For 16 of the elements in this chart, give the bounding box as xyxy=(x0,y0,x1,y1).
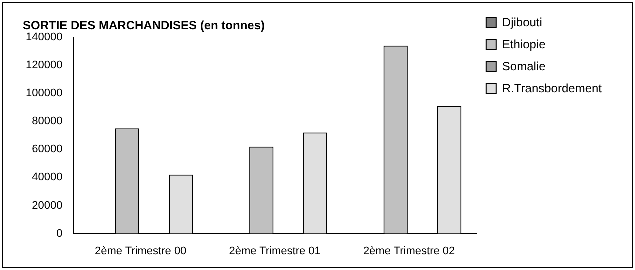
legend-label: Somalie xyxy=(502,59,546,74)
x-tick-label: 2ème Trimestre 01 xyxy=(229,245,321,258)
legend-label: Ethiopie xyxy=(502,37,546,52)
y-tick-label: 120000 xyxy=(26,59,63,72)
x-tick-label: 2ème Trimestre 00 xyxy=(94,245,187,258)
y-tick-label: 0 xyxy=(56,228,63,240)
x-tick-label: 2ème Trimestre 02 xyxy=(363,245,456,258)
legend-label: R.Transbordement xyxy=(502,81,603,96)
y-tick-label: 20000 xyxy=(32,200,63,212)
y-tick-label: 140000 xyxy=(26,31,63,44)
y-tick-label: 80000 xyxy=(32,116,63,128)
y-tick-label: 40000 xyxy=(32,172,63,184)
legend-label: Djibouti xyxy=(502,15,542,30)
y-tick-label: 60000 xyxy=(32,144,63,156)
chart-title: SORTIE DES MARCHANDISES (en tonnes) xyxy=(23,18,266,33)
y-tick-label: 100000 xyxy=(26,88,63,100)
